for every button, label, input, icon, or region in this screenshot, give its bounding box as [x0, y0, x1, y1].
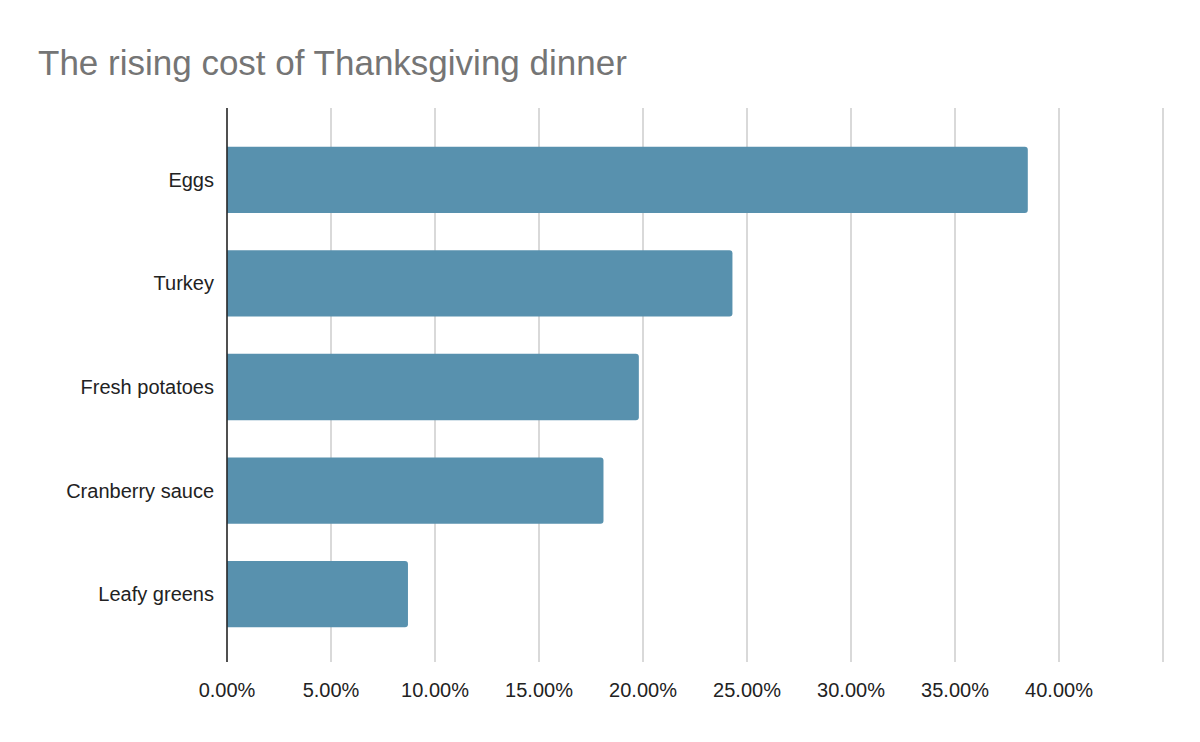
category-label: Turkey [154, 272, 214, 294]
tick-label: 40.00% [1025, 679, 1093, 701]
tick-label: 25.00% [713, 679, 781, 701]
tick-label: 10.00% [401, 679, 469, 701]
tick-label: 30.00% [817, 679, 885, 701]
tick-label: 0.00% [199, 679, 256, 701]
range-end-line [1162, 108, 1164, 662]
bar [227, 354, 639, 420]
tick-label: 20.00% [609, 679, 677, 701]
chart-container: The rising cost of Thanksgiving dinner 0.… [0, 0, 1200, 742]
bar [227, 457, 603, 523]
category-label: Eggs [168, 169, 214, 191]
bar [227, 561, 408, 627]
bar [227, 147, 1028, 213]
tick-label: 35.00% [921, 679, 989, 701]
tick-label: 5.00% [303, 679, 360, 701]
category-label: Fresh potatoes [81, 376, 214, 398]
tick-label: 15.00% [505, 679, 573, 701]
chart-svg: The rising cost of Thanksgiving dinner 0.… [0, 0, 1200, 742]
category-label: Cranberry sauce [66, 480, 214, 502]
bars [227, 147, 1028, 628]
axis-line [226, 108, 228, 662]
grid-line [226, 108, 228, 662]
category-label: Leafy greens [98, 583, 214, 605]
chart-title: The rising cost of Thanksgiving dinner [38, 43, 627, 82]
bar [227, 250, 732, 316]
grid-line [1058, 108, 1060, 662]
